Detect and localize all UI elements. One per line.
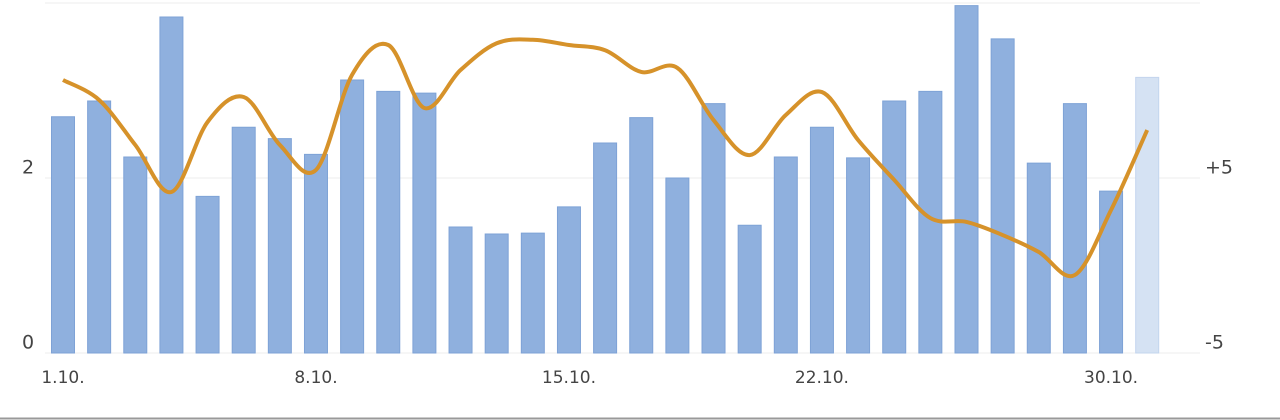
bar [231, 126, 256, 354]
bar [701, 103, 726, 354]
bar [593, 142, 618, 354]
x-tick-label: 1.10. [41, 368, 84, 388]
y-tick-label: 4 [22, 0, 34, 4]
bar [412, 92, 437, 354]
bar [773, 156, 798, 354]
y-tick-label: 2 [22, 157, 34, 179]
bar [303, 153, 328, 354]
x-tick-label: 30.10. [1084, 368, 1138, 388]
bar [376, 90, 401, 354]
bar [87, 100, 112, 354]
line [62, 37, 1150, 279]
bar [448, 226, 473, 354]
bar [123, 156, 148, 354]
bar [629, 117, 654, 354]
bar [51, 116, 75, 354]
bar [556, 206, 581, 354]
bar [882, 100, 907, 354]
bar [520, 232, 545, 354]
bar [484, 233, 509, 354]
bar [195, 195, 220, 354]
bar [846, 157, 871, 354]
bar [1135, 76, 1160, 354]
x-tick-label: 15.10. [542, 368, 596, 388]
x-tick-label: 8.10. [294, 368, 337, 388]
bar [665, 177, 690, 354]
bar [340, 79, 365, 354]
y2-tick-label: +15 [1205, 0, 1245, 4]
bar [809, 126, 834, 354]
y2-tick-label: +5 [1205, 157, 1233, 179]
bar [1099, 190, 1124, 354]
bar [737, 224, 762, 354]
bar [267, 138, 292, 354]
bar [1026, 162, 1051, 354]
y-tick-label: 0 [22, 332, 34, 354]
bar [1062, 103, 1087, 354]
bar [990, 38, 1015, 354]
x-tick-label: 22.10. [795, 368, 849, 388]
bar [954, 5, 979, 354]
y2-tick-label: -5 [1205, 332, 1224, 354]
